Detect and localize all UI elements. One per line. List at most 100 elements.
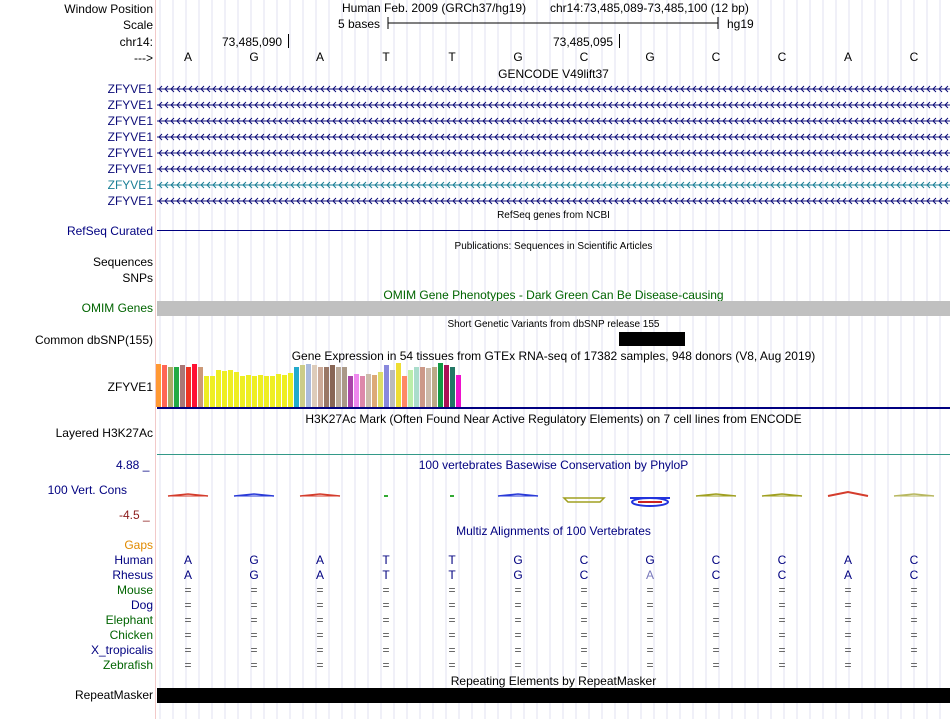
species-label[interactable]: X_tropicalis xyxy=(90,643,153,657)
gtex-tissue-bar[interactable] xyxy=(228,370,233,407)
gencode-track-title[interactable]: GENCODE V49lift37 xyxy=(498,67,609,81)
gtex-tissue-bar[interactable] xyxy=(270,376,275,407)
gtex-tissue-bar[interactable] xyxy=(390,370,395,407)
species-label[interactable]: Elephant xyxy=(105,613,153,627)
gtex-tissue-bar[interactable] xyxy=(450,367,455,407)
gtex-tissue-bar[interactable] xyxy=(162,365,167,407)
gencode-transcript-label[interactable]: ZFYVE1 xyxy=(107,114,153,128)
gtex-tissue-bar[interactable] xyxy=(192,364,197,407)
phylop-mark[interactable] xyxy=(893,493,935,497)
snps-label[interactable]: SNPs xyxy=(122,271,153,285)
gtex-tissue-bar[interactable] xyxy=(312,365,317,407)
gtex-tissue-bar[interactable] xyxy=(384,365,389,407)
gtex-tissue-bar[interactable] xyxy=(360,376,365,407)
gtex-tissue-bar[interactable] xyxy=(342,367,347,407)
gtex-tissue-bar[interactable] xyxy=(396,363,401,407)
gtex-tissue-bar[interactable] xyxy=(354,374,359,407)
gtex-tissue-bar[interactable] xyxy=(174,367,179,407)
phylop-mark[interactable] xyxy=(299,493,341,497)
gtex-tissue-bar[interactable] xyxy=(204,376,209,407)
gtex-tissue-bar[interactable] xyxy=(216,370,221,407)
phylop-track-label[interactable]: 100 Vert. Cons xyxy=(47,483,127,497)
gencode-transcript-line[interactable] xyxy=(157,148,950,158)
h3k27ac-track-label[interactable]: Layered H3K27Ac xyxy=(55,426,153,440)
gtex-tissue-bar[interactable] xyxy=(198,367,203,407)
omim-feature[interactable] xyxy=(157,301,950,316)
phylop-mark[interactable] xyxy=(167,493,209,497)
species-label[interactable]: Rhesus xyxy=(112,568,153,582)
gtex-tissue-bar[interactable] xyxy=(336,367,341,407)
gencode-transcript-line[interactable] xyxy=(157,164,950,174)
gtex-tissue-bar[interactable] xyxy=(276,374,281,407)
gtex-tissue-bar[interactable] xyxy=(318,367,323,407)
gtex-tissue-bar[interactable] xyxy=(348,376,353,407)
gtex-tissue-bar[interactable] xyxy=(432,367,437,407)
gtex-tissue-bar[interactable] xyxy=(372,375,377,407)
dbsnp-variant[interactable] xyxy=(619,332,685,346)
species-label[interactable]: Mouse xyxy=(116,583,153,597)
gtex-tissue-bar[interactable] xyxy=(306,364,311,407)
gencode-transcript-label[interactable]: ZFYVE1 xyxy=(107,162,153,176)
phylop-mark[interactable] xyxy=(695,493,737,497)
phylop-mark[interactable] xyxy=(761,493,803,497)
gencode-transcript-label[interactable]: ZFYVE1 xyxy=(107,82,153,96)
gtex-tissue-bar[interactable] xyxy=(186,367,191,407)
gtex-tissue-bar[interactable] xyxy=(252,376,257,407)
gtex-tissue-bar[interactable] xyxy=(300,365,305,407)
gencode-transcript-line[interactable] xyxy=(157,116,950,126)
gtex-tissue-bar[interactable] xyxy=(330,365,335,407)
gencode-transcript-label[interactable]: ZFYVE1 xyxy=(107,146,153,160)
repeatmasker-feature[interactable] xyxy=(157,688,950,703)
gtex-tissue-bar[interactable] xyxy=(438,363,443,407)
gtex-tissue-bar[interactable] xyxy=(294,367,299,407)
gencode-transcript-line[interactable] xyxy=(157,132,950,142)
gtex-tissue-bar[interactable] xyxy=(222,371,227,407)
gtex-tissue-bar[interactable] xyxy=(378,372,383,407)
gtex-tissue-bar[interactable] xyxy=(168,367,173,407)
refseq-track-label[interactable]: RefSeq Curated xyxy=(66,224,153,238)
gtex-tissue-bar[interactable] xyxy=(288,373,293,407)
phylop-mark[interactable] xyxy=(827,490,869,497)
gencode-transcript-line[interactable] xyxy=(157,100,950,110)
gencode-transcript-line[interactable] xyxy=(157,84,950,94)
phylop-signal[interactable] xyxy=(157,486,950,510)
gtex-tissue-bar[interactable] xyxy=(282,375,287,407)
gtex-tissue-bar[interactable] xyxy=(210,376,215,407)
phylop-mark[interactable] xyxy=(497,493,539,497)
gtex-tissue-bar[interactable] xyxy=(156,364,161,407)
refseq-gene-line[interactable] xyxy=(157,230,950,231)
gencode-transcript-line[interactable] xyxy=(157,180,950,190)
phylop-mark[interactable] xyxy=(562,497,606,503)
gencode-transcript-label[interactable]: ZFYVE1 xyxy=(107,98,153,112)
species-label[interactable]: Chicken xyxy=(109,628,153,642)
gtex-tissue-bar[interactable] xyxy=(420,367,425,407)
repeatmasker-track-label[interactable]: RepeatMasker xyxy=(74,688,153,702)
gencode-transcript-label[interactable]: ZFYVE1 xyxy=(107,178,153,192)
gtex-bar-chart[interactable] xyxy=(155,362,555,410)
gtex-tissue-bar[interactable] xyxy=(408,370,413,407)
gtex-tissue-bar[interactable] xyxy=(402,376,407,407)
gtex-tissue-bar[interactable] xyxy=(258,375,263,407)
gtex-tissue-bar[interactable] xyxy=(366,374,371,407)
gtex-gene-label[interactable]: ZFYVE1 xyxy=(107,380,153,394)
gtex-tissue-bar[interactable] xyxy=(444,365,449,407)
gtex-tissue-bar[interactable] xyxy=(324,367,329,407)
gtex-tissue-bar[interactable] xyxy=(234,372,239,407)
species-label[interactable]: Human xyxy=(114,553,153,567)
phylop-mark[interactable] xyxy=(630,497,670,507)
gencode-transcript-line[interactable] xyxy=(157,196,950,206)
gencode-transcript-label[interactable]: ZFYVE1 xyxy=(107,130,153,144)
gtex-tissue-bar[interactable] xyxy=(264,376,269,407)
species-label[interactable]: Dog xyxy=(130,598,153,612)
omim-track-label[interactable]: OMIM Genes xyxy=(81,301,153,315)
gtex-tissue-bar[interactable] xyxy=(240,376,245,407)
gtex-tissue-bar[interactable] xyxy=(180,365,185,407)
gtex-tissue-bar[interactable] xyxy=(414,367,419,407)
gtex-tissue-bar[interactable] xyxy=(426,368,431,407)
gtex-tissue-bar[interactable] xyxy=(456,375,461,407)
phylop-mark[interactable] xyxy=(233,493,275,497)
species-label[interactable]: Zebrafish xyxy=(102,658,153,672)
publications-label[interactable]: Sequences xyxy=(92,255,153,269)
gtex-tissue-bar[interactable] xyxy=(246,375,251,407)
dbsnp-track-label[interactable]: Common dbSNP(155) xyxy=(34,333,153,347)
